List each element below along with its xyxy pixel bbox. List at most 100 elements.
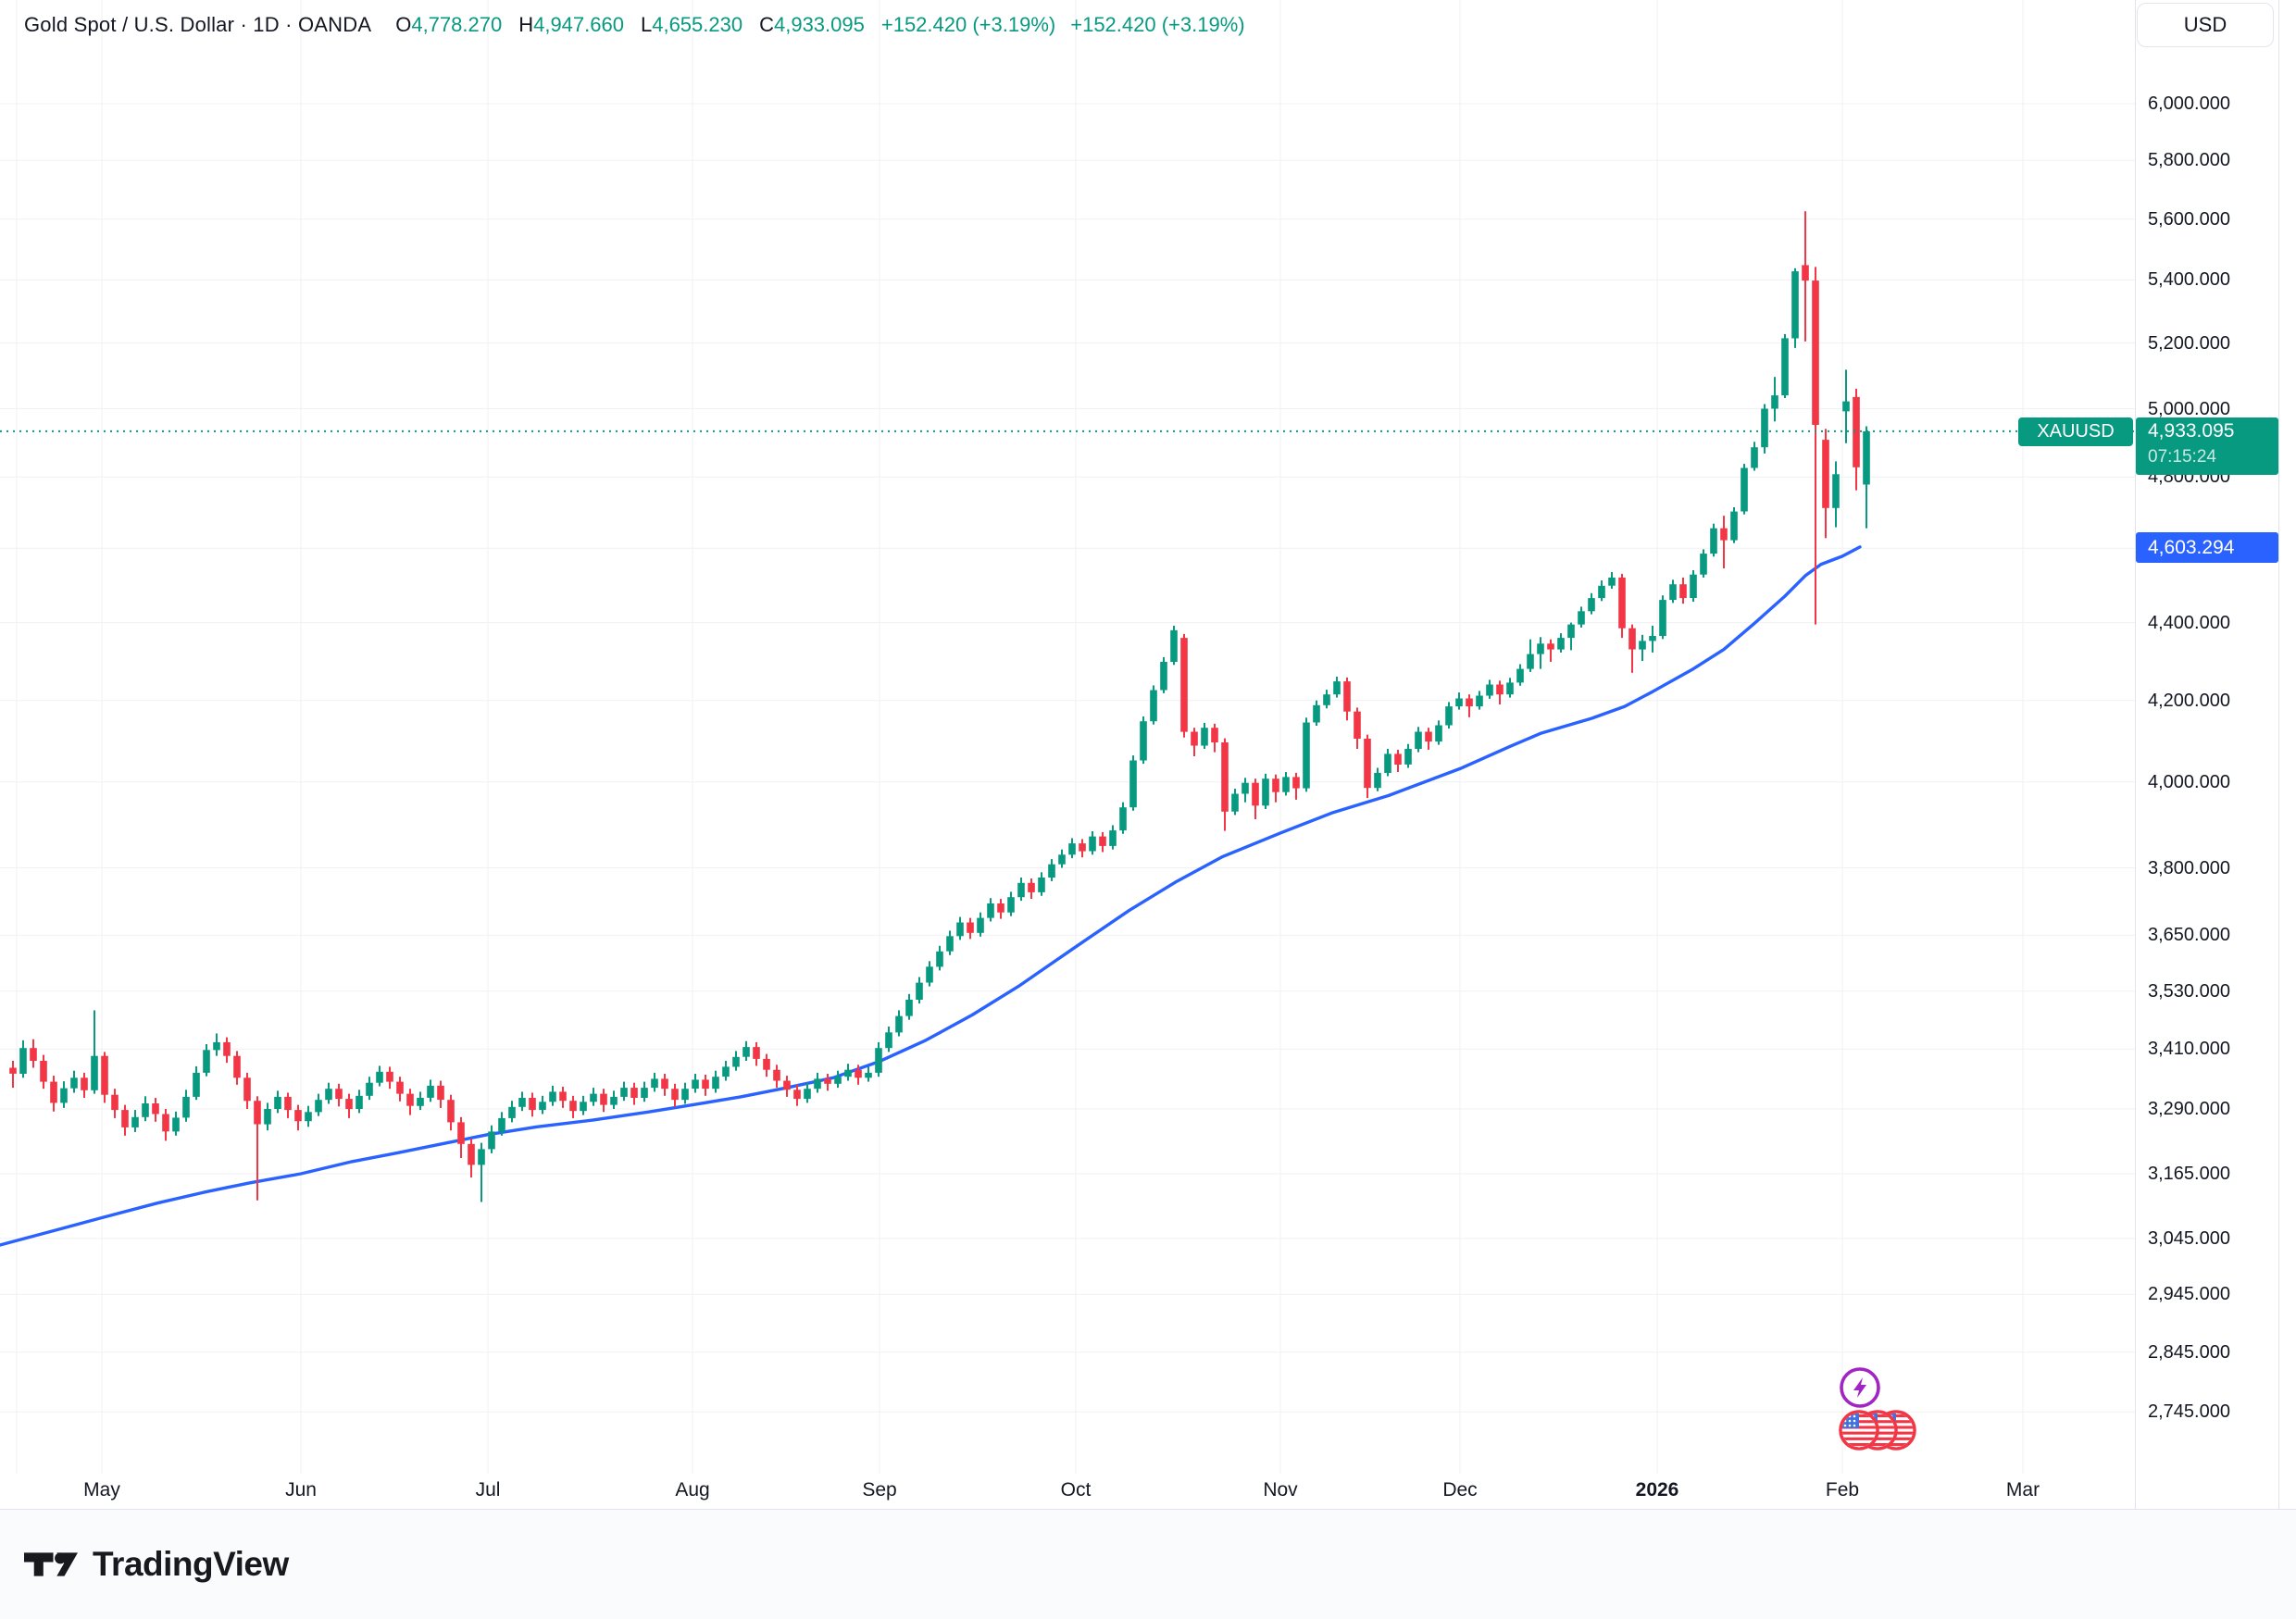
candle-body	[1557, 638, 1565, 650]
candle-body	[559, 1091, 567, 1102]
price-axis-label: 4,400.000	[2148, 612, 2230, 633]
candle-body	[1292, 777, 1300, 789]
candle-body	[60, 1088, 68, 1103]
price-axis-label: 3,650.000	[2148, 925, 2230, 946]
price-axis[interactable]: 2,745.000 2,845.000 2,945.000 3,045.000 3,16…	[2135, 0, 2279, 1509]
candle-body	[1180, 638, 1188, 732]
candle-body	[732, 1056, 740, 1067]
candle-body	[488, 1131, 495, 1150]
candle-body	[753, 1047, 760, 1059]
candle-body	[1109, 830, 1117, 846]
time-axis-label: Aug	[675, 1479, 709, 1501]
candle-body	[946, 936, 954, 952]
candle-body	[661, 1078, 668, 1090]
lightning-event-icon[interactable]	[1840, 1367, 1880, 1408]
candle-body	[213, 1041, 220, 1051]
candle-body	[1537, 643, 1544, 654]
candle-body	[1038, 878, 1045, 892]
candle-body	[620, 1088, 628, 1097]
candle-body	[498, 1117, 505, 1132]
candle-body	[967, 922, 974, 933]
candle-body	[1679, 584, 1687, 599]
candle-body	[1720, 528, 1728, 541]
candle-body	[478, 1149, 485, 1165]
time-axis-label: Nov	[1263, 1479, 1298, 1501]
candle-body	[590, 1093, 597, 1102]
candle-body	[417, 1098, 424, 1106]
candle-body	[1669, 584, 1677, 601]
price-axis-label: 4,200.000	[2148, 690, 2230, 711]
candle-body	[641, 1088, 648, 1098]
price-axis-label: 2,745.000	[2148, 1401, 2230, 1423]
candle-body	[1842, 401, 1850, 412]
candle-body	[111, 1094, 119, 1111]
us-flag-event-icon[interactable]	[1839, 1410, 1879, 1451]
candle-body	[1741, 467, 1748, 512]
candle-body	[600, 1093, 607, 1105]
candle-body	[193, 1072, 200, 1097]
price-axis-label: 2,845.000	[2148, 1341, 2230, 1363]
candle-body	[243, 1077, 251, 1102]
candle-body	[671, 1089, 679, 1101]
candle-body	[692, 1079, 699, 1090]
symbol-title[interactable]: Gold Spot / U.S. Dollar · 1D · OANDA	[24, 13, 372, 36]
candle-body	[997, 903, 1004, 913]
candle-body	[1486, 684, 1493, 696]
candle-body	[580, 1102, 587, 1112]
event-markers[interactable]	[1839, 1367, 1916, 1451]
candle-body	[386, 1071, 393, 1082]
candle-body	[264, 1109, 271, 1125]
time-axis[interactable]: May Jun Jul Aug Sep Oct Nov Dec 2026 Feb Mar	[83, 1479, 2040, 1501]
candle-body	[356, 1095, 363, 1109]
tradingview-logo[interactable]: TradingView	[24, 1545, 289, 1584]
candle-body	[1404, 749, 1412, 765]
ohlc-values: O4,778.270 H4,947.660 L4,655.230 C4,933.095…	[395, 13, 1259, 37]
candle-body	[702, 1079, 709, 1090]
change-value-1: +152.420 (+3.19%)	[880, 13, 1056, 36]
price-axis-label: 3,290.000	[2148, 1099, 2230, 1120]
candle-body	[1812, 280, 1819, 425]
candle-body	[1832, 474, 1840, 508]
countdown-timer: 07:15:24	[2148, 446, 2216, 467]
chart-area[interactable]: May Jun Jul Aug Sep Oct Nov Dec 2026 Feb Mar	[0, 0, 2135, 1509]
price-axis-label: 5,400.000	[2148, 269, 2230, 291]
candle-body	[804, 1089, 811, 1100]
candle-body	[1435, 725, 1442, 742]
candle-body	[1476, 695, 1483, 707]
candle-body	[1211, 728, 1218, 742]
candle-body	[233, 1055, 241, 1078]
candle-body	[1466, 698, 1473, 707]
candle-body	[81, 1077, 88, 1090]
candle-body	[1252, 782, 1259, 806]
candle-body	[610, 1096, 618, 1105]
candle-body	[1058, 854, 1066, 865]
price-axis-label: 2,945.000	[2148, 1284, 2230, 1305]
symbol-header: Gold Spot / U.S. Dollar · 1D · OANDA O4,…	[24, 11, 1260, 39]
candle-body	[1201, 728, 1208, 746]
candle-body	[427, 1085, 434, 1098]
candle-body	[1333, 681, 1341, 695]
candle-body	[1618, 577, 1626, 629]
candle-body	[335, 1089, 343, 1100]
ma-line[interactable]	[0, 545, 1862, 1247]
candle-body	[1089, 836, 1096, 852]
currency-button[interactable]: USD	[2137, 3, 2274, 47]
candle-body	[844, 1069, 852, 1077]
time-axis-label: Mar	[2006, 1479, 2040, 1501]
footer-bar: TradingView	[0, 1509, 2296, 1619]
chart-canvas[interactable]: May Jun Jul Aug Sep Oct Nov Dec 2026 Feb Mar	[0, 0, 2135, 1509]
tradingview-logo-icon	[24, 1552, 78, 1576]
candle-body	[1282, 777, 1290, 792]
candle-body	[1781, 338, 1789, 396]
candle-body	[1048, 864, 1055, 878]
price-axis-label: 5,600.000	[2148, 208, 2230, 230]
ohlc-H: H4,947.660	[518, 13, 624, 36]
candle-body	[325, 1089, 332, 1101]
candle-body	[1771, 395, 1778, 409]
candle-body	[1313, 704, 1320, 723]
candle-body	[834, 1077, 842, 1084]
candlestick-series[interactable]	[9, 211, 1870, 1202]
candle-body	[549, 1091, 556, 1102]
ohlc-L: L4,655.230	[640, 13, 743, 36]
time-axis-label: Feb	[1826, 1479, 1859, 1501]
